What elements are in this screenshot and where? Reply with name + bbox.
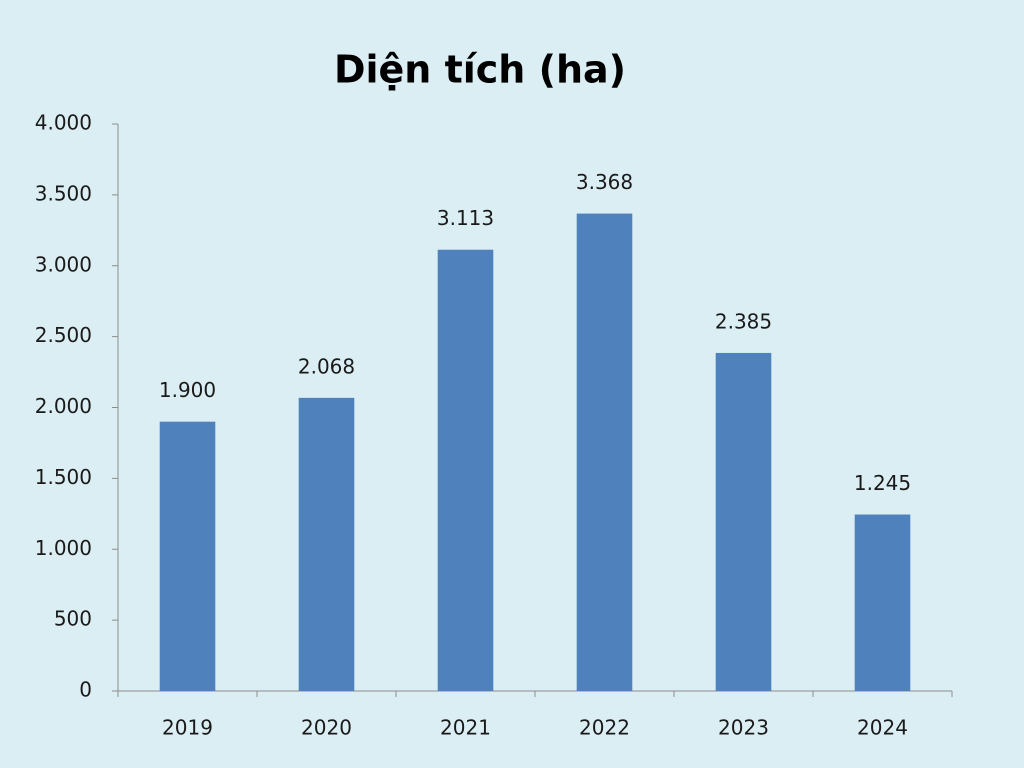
chart-title: Diện tích (ha) — [334, 48, 626, 92]
bar — [159, 421, 216, 691]
x-tick-label: 2023 — [718, 716, 769, 740]
y-tick-label: 1.000 — [35, 536, 92, 560]
bar — [298, 397, 355, 691]
data-label: 3.113 — [437, 206, 494, 230]
y-tick-label: 3.000 — [35, 252, 92, 276]
data-label: 1.900 — [159, 378, 216, 402]
data-label: 3.368 — [576, 170, 633, 194]
x-tick-label: 2020 — [301, 716, 352, 740]
data-label: 2.068 — [298, 354, 355, 378]
y-tick-label: 0 — [79, 678, 92, 702]
y-tick-label: 2.500 — [35, 323, 92, 347]
y-tick-label: 4.000 — [35, 111, 92, 135]
bar — [854, 514, 911, 691]
y-tick-label: 3.500 — [35, 181, 92, 205]
data-label: 2.385 — [715, 309, 772, 333]
bar — [576, 213, 633, 691]
y-tick-label: 1.500 — [35, 465, 92, 489]
y-tick-label: 2.000 — [35, 394, 92, 418]
bar — [715, 352, 772, 691]
x-tick-label: 2022 — [579, 716, 630, 740]
bar — [437, 249, 494, 692]
x-tick-label: 2021 — [440, 716, 491, 740]
y-tick-label: 500 — [54, 607, 92, 631]
x-tick-label: 2019 — [162, 716, 213, 740]
x-tick-label: 2024 — [857, 716, 908, 740]
data-label: 1.245 — [854, 471, 911, 495]
